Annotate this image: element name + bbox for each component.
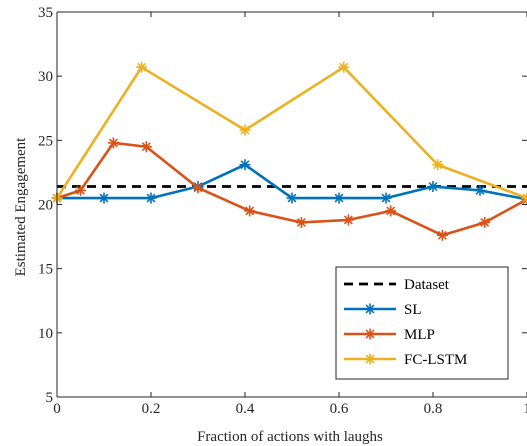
x-tick-label: 0.8 bbox=[424, 401, 443, 417]
legend-marker bbox=[364, 353, 376, 365]
data-point-sl bbox=[474, 184, 486, 196]
series-layer bbox=[51, 61, 527, 241]
data-point-fc-lstm bbox=[239, 124, 251, 136]
x-tick-label: 0 bbox=[53, 401, 61, 417]
x-tick-label: 1 bbox=[523, 401, 527, 417]
y-tick-label: 30 bbox=[38, 69, 53, 85]
x-tick-label: 0.6 bbox=[330, 401, 349, 417]
data-point-mlp bbox=[244, 205, 256, 217]
legend: Dataset SL MLP FC-LSTM bbox=[335, 266, 509, 380]
y-tick-label: 5 bbox=[46, 390, 54, 406]
data-point-sl bbox=[333, 192, 345, 204]
data-point-mlp bbox=[342, 214, 354, 226]
data-point-sl bbox=[427, 181, 439, 193]
data-point-sl bbox=[145, 192, 157, 204]
data-point-sl bbox=[286, 192, 298, 204]
y-axis-label: Estimated Engagement bbox=[13, 137, 29, 277]
legend-label: FC-LSTM bbox=[404, 352, 467, 368]
data-point-mlp bbox=[192, 182, 204, 194]
data-point-mlp bbox=[107, 137, 119, 149]
series-sl bbox=[51, 159, 527, 205]
series-line-mlp bbox=[56, 141, 527, 237]
data-point-mlp bbox=[295, 216, 307, 228]
data-point-fc-lstm bbox=[136, 61, 148, 73]
series-line-fc-lstm bbox=[55, 65, 527, 200]
y-tick-label: 15 bbox=[38, 262, 53, 278]
legend-item-dataset: Dataset bbox=[344, 277, 450, 293]
legend-item-mlp: MLP bbox=[344, 327, 435, 343]
legend-box bbox=[335, 266, 509, 380]
legend-item-fc-lstm: FC-LSTM bbox=[344, 352, 467, 368]
legend-label: MLP bbox=[404, 327, 435, 343]
data-point-mlp bbox=[140, 141, 152, 153]
legend-marker bbox=[364, 303, 376, 315]
y-tick-label: 35 bbox=[38, 5, 53, 21]
data-point-mlp bbox=[436, 229, 448, 241]
legend-label: Dataset bbox=[404, 277, 450, 293]
x-tick-label: 0.2 bbox=[142, 401, 161, 417]
y-tick-label: 20 bbox=[38, 198, 53, 214]
data-point-sl bbox=[98, 192, 110, 204]
axes-layer: 5 10 15 20 25 30 35 0 0.2 0.4 0.6 0.8 1 bbox=[38, 5, 527, 417]
legend-item-sl: SL bbox=[344, 302, 422, 318]
data-point-fc-lstm bbox=[521, 192, 527, 204]
legend-label: SL bbox=[404, 302, 422, 318]
data-point-mlp bbox=[75, 184, 86, 196]
x-axis-label: Fraction of actions with laughs bbox=[197, 429, 383, 445]
data-point-mlp bbox=[385, 205, 397, 217]
data-point-fc-lstm bbox=[432, 159, 444, 171]
data-point-sl bbox=[239, 159, 251, 171]
data-point-fc-lstm bbox=[338, 61, 350, 73]
data-point-sl bbox=[380, 192, 392, 204]
x-tick-label: 0.4 bbox=[236, 401, 255, 417]
legend-marker bbox=[364, 328, 376, 340]
y-tick-label: 25 bbox=[38, 133, 53, 149]
data-point-mlp bbox=[479, 216, 491, 228]
y-tick-label: 10 bbox=[38, 326, 53, 342]
